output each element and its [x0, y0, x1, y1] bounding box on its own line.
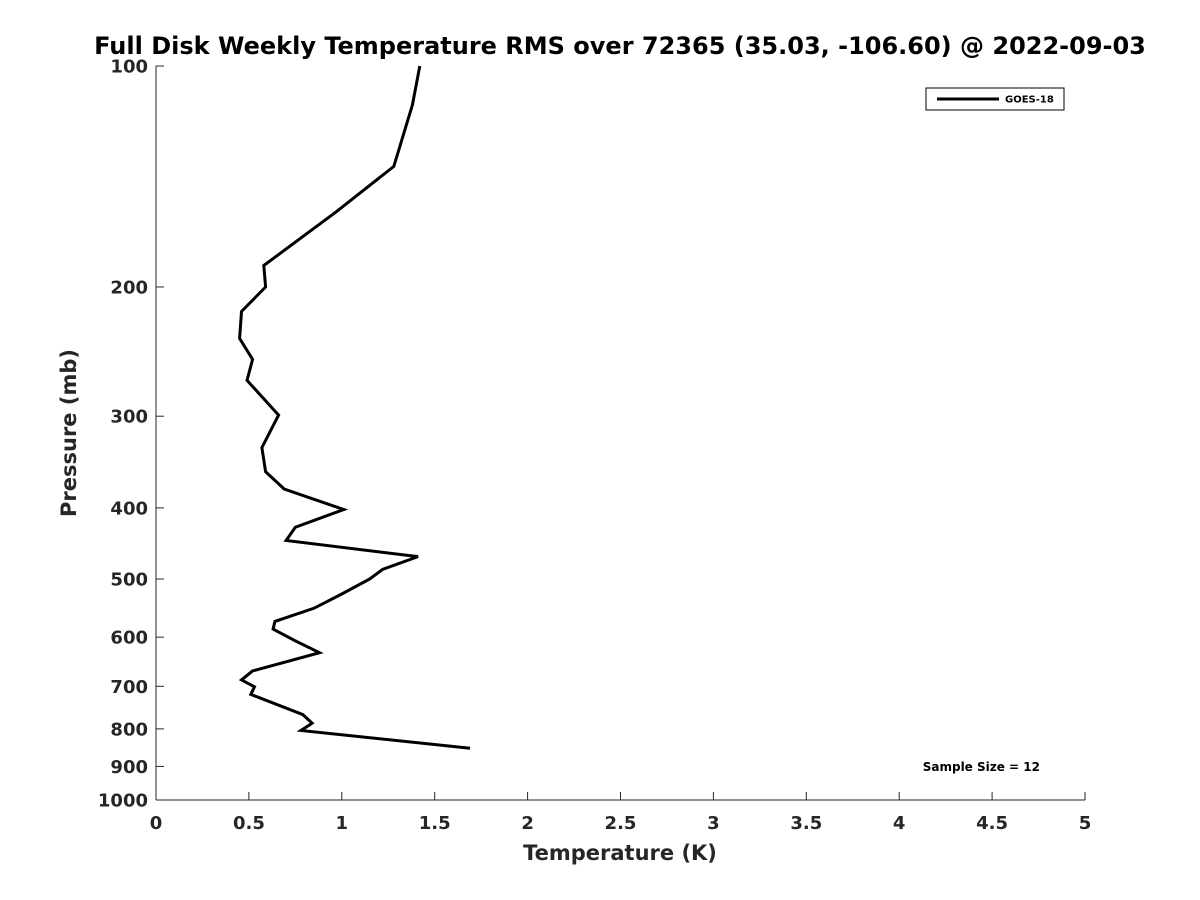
sample-size-annotation: Sample Size = 12 [923, 760, 1040, 774]
x-tick-label: 5 [1079, 813, 1092, 834]
y-tick-label: 200 [110, 277, 148, 298]
y-tick-label: 100 [110, 57, 148, 78]
y-tick-label: 800 [110, 719, 148, 740]
x-tick-label: 3 [707, 813, 720, 834]
legend: GOES-18 [925, 87, 1065, 111]
x-tick-label: 3.5 [790, 813, 822, 834]
x-tick-label: 4.5 [976, 813, 1008, 834]
x-tick-label: 1 [336, 813, 349, 834]
x-tick-label: 1.5 [419, 813, 451, 834]
y-tick-label: 300 [110, 407, 148, 428]
y-tick-label: 700 [110, 677, 148, 698]
y-tick-label: 600 [110, 628, 148, 649]
x-tick-label: 0 [150, 813, 163, 834]
x-tick-label: 4 [893, 813, 906, 834]
series-line-goes18 [238, 65, 471, 750]
y-tick-label: 400 [110, 498, 148, 519]
plot-area: 0 0.5 1 1.5 2 2.5 3 3.5 4 4.5 5 100 200 300 400 500 600 7… [98, 57, 1091, 835]
y-tick-label: 900 [110, 757, 148, 778]
y-axis-label: Pressure (mb) [57, 349, 81, 517]
y-tick-label: 1000 [98, 791, 148, 812]
y-tick-label: 500 [110, 570, 148, 591]
x-axis-label: Temperature (K) [523, 841, 717, 865]
x-tick-label: 0.5 [233, 813, 265, 834]
x-tick-label: 2 [521, 813, 534, 834]
x-tick-label: 2.5 [605, 813, 637, 834]
chart-title: Full Disk Weekly Temperature RMS over 72… [94, 32, 1146, 60]
legend-label-goes18: GOES-18 [1005, 95, 1054, 106]
